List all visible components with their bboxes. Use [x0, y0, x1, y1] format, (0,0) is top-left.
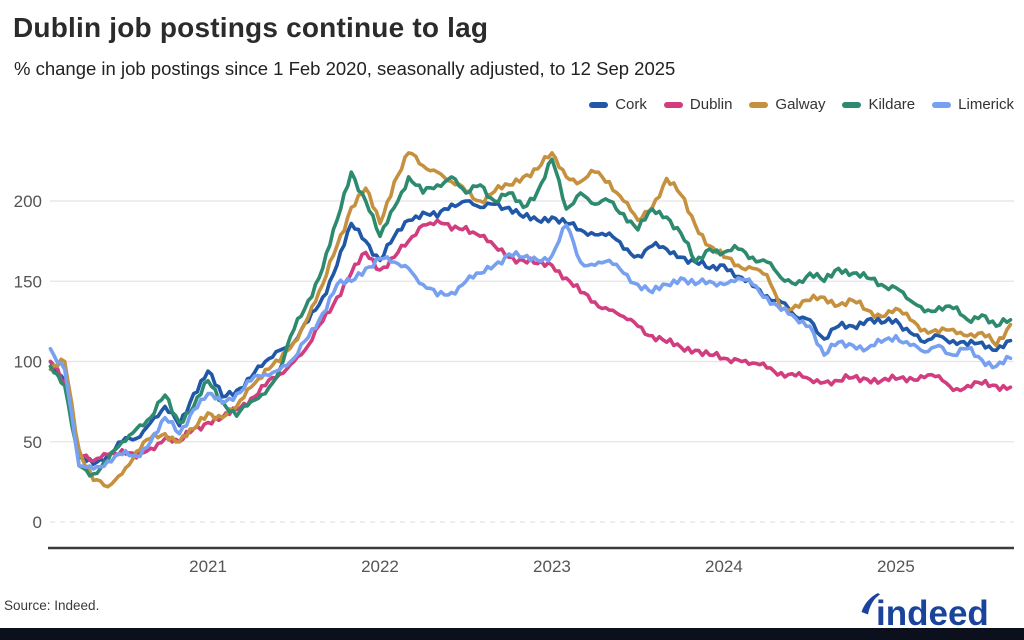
series-line-limerick	[48, 223, 1013, 471]
page-subtitle: % change in job postings since 1 Feb 202…	[14, 58, 676, 79]
x-tick-label-2022: 2022	[361, 557, 399, 576]
legend-swatch-dublin	[663, 101, 683, 108]
legend-label: Kildare	[868, 96, 916, 113]
series-line-kildare	[48, 157, 1013, 478]
legend: Cork Dublin Galway Kildare Limerick	[589, 96, 1014, 113]
bottom-bar	[0, 628, 1024, 640]
legend-item-cork: Cork	[589, 96, 647, 113]
y-tick-label: 200	[14, 192, 42, 211]
series-line-dublin	[48, 218, 1013, 463]
legend-label: Limerick	[958, 96, 1014, 113]
chart-area: 0 50 100 150 200 2021 2022 2023 2024 2025	[14, 151, 1014, 576]
legend-swatch-cork	[589, 101, 609, 108]
series-line-galway	[48, 151, 1013, 489]
legend-label: Dublin	[689, 96, 733, 113]
legend-item-galway: Galway	[749, 96, 825, 113]
indeed-logo-text: indeed	[876, 594, 989, 630]
y-tick-label: 50	[23, 433, 42, 452]
series-line-cork	[48, 199, 1013, 466]
indeed-logo-svg: indeed	[861, 593, 989, 633]
x-tick-label-2021: 2021	[189, 557, 227, 576]
x-tick-label-2025: 2025	[877, 557, 915, 576]
legend-item-limerick: Limerick	[932, 96, 1014, 113]
indeed-logo: indeed	[848, 592, 1008, 633]
x-tick-label-2023: 2023	[533, 557, 571, 576]
legend-item-kildare: Kildare	[842, 96, 915, 113]
line-chart: 0 50 100 150 200 2021 2022 2023 2024 2025	[14, 151, 1014, 576]
legend-swatch-galway	[749, 101, 769, 108]
legend-label: Cork	[615, 96, 647, 113]
indeed-logo-accent	[861, 593, 880, 615]
y-tick-label: 150	[14, 272, 42, 291]
source-text: Source: Indeed.	[4, 598, 100, 613]
legend-swatch-limerick	[932, 101, 952, 108]
x-tick-label-2024: 2024	[705, 557, 743, 576]
legend-item-dublin: Dublin	[663, 96, 733, 113]
y-tick-label: 0	[33, 513, 42, 532]
legend-label: Galway	[775, 96, 826, 113]
y-tick-label: 100	[14, 353, 42, 372]
legend-swatch-kildare	[842, 101, 862, 108]
page-title: Dublin job postings continue to lag	[13, 12, 489, 43]
